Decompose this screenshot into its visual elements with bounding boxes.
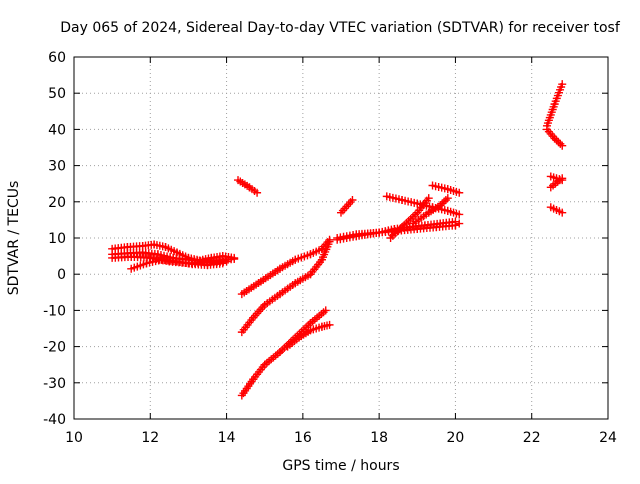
data-point	[451, 217, 460, 226]
x-axis-title: GPS time / hours	[282, 458, 399, 474]
data-point	[552, 136, 561, 145]
data-point	[556, 139, 565, 148]
x-tick-label: 12	[141, 430, 159, 446]
y-tick-label: -10	[43, 303, 66, 319]
y-tick-label: 50	[48, 86, 66, 102]
chart-title: Day 065 of 2024, Sidereal Day-to-day VTE…	[60, 20, 621, 36]
x-tick-label: 22	[523, 430, 541, 446]
data-point	[558, 174, 567, 183]
series-arc-7	[237, 237, 334, 337]
axis-ticks: 10 12 14 16 18 20 22 24 -40 -30 -20 -10 0 10 20 30 40 50 6…	[43, 50, 617, 446]
x-tick-label: 24	[599, 430, 617, 446]
series-arc-6	[237, 235, 334, 299]
data-point	[443, 194, 452, 203]
data-point	[554, 138, 563, 147]
data-point	[348, 195, 357, 204]
y-tick-label: -30	[43, 376, 66, 392]
series-arc-4	[127, 255, 227, 273]
y-tick-label: -40	[43, 412, 66, 428]
data-point	[222, 257, 231, 266]
series-arc-15	[409, 194, 452, 228]
data-point	[558, 141, 567, 150]
data-point	[558, 208, 567, 217]
series-arc-20	[546, 174, 567, 192]
series-arc-14	[386, 194, 433, 242]
y-tick-label: -20	[43, 340, 66, 356]
data-point	[321, 306, 330, 315]
x-tick-label: 18	[370, 430, 388, 446]
data-point	[438, 199, 447, 208]
data-point	[230, 254, 239, 263]
data-point	[424, 194, 433, 203]
series-arc-17	[542, 80, 567, 130]
series-arc-9	[283, 320, 334, 351]
data-point	[441, 195, 450, 204]
grid	[74, 57, 608, 419]
x-tick-label: 20	[447, 430, 465, 446]
y-tick-label: 10	[48, 231, 66, 247]
x-tick-label: 16	[294, 430, 312, 446]
data-point	[253, 188, 262, 197]
data-point	[436, 201, 445, 210]
series-arc-21	[546, 203, 567, 217]
data-point	[439, 197, 448, 206]
series-arc-5	[234, 176, 262, 197]
x-tick-label: 14	[218, 430, 236, 446]
y-axis-title: SDTVAR / TECUs	[6, 181, 22, 296]
data-point	[325, 320, 334, 329]
data-point	[325, 237, 334, 246]
series-arc-16	[428, 181, 464, 197]
x-tick-label: 10	[65, 430, 83, 446]
y-tick-label: 60	[48, 50, 66, 66]
y-tick-label: 0	[57, 267, 66, 283]
y-tick-label: 30	[48, 159, 66, 175]
series-arc-8	[237, 306, 330, 400]
series-arc-18	[542, 125, 567, 150]
y-tick-label: 40	[48, 122, 66, 138]
data-point	[550, 134, 559, 143]
data-point	[455, 219, 464, 228]
data-point	[218, 259, 227, 268]
data-series	[108, 80, 567, 400]
data-point	[455, 210, 464, 219]
data-point	[558, 80, 567, 89]
series-arc-10	[337, 195, 357, 217]
data-point	[455, 188, 464, 197]
y-tick-label: 20	[48, 195, 66, 211]
